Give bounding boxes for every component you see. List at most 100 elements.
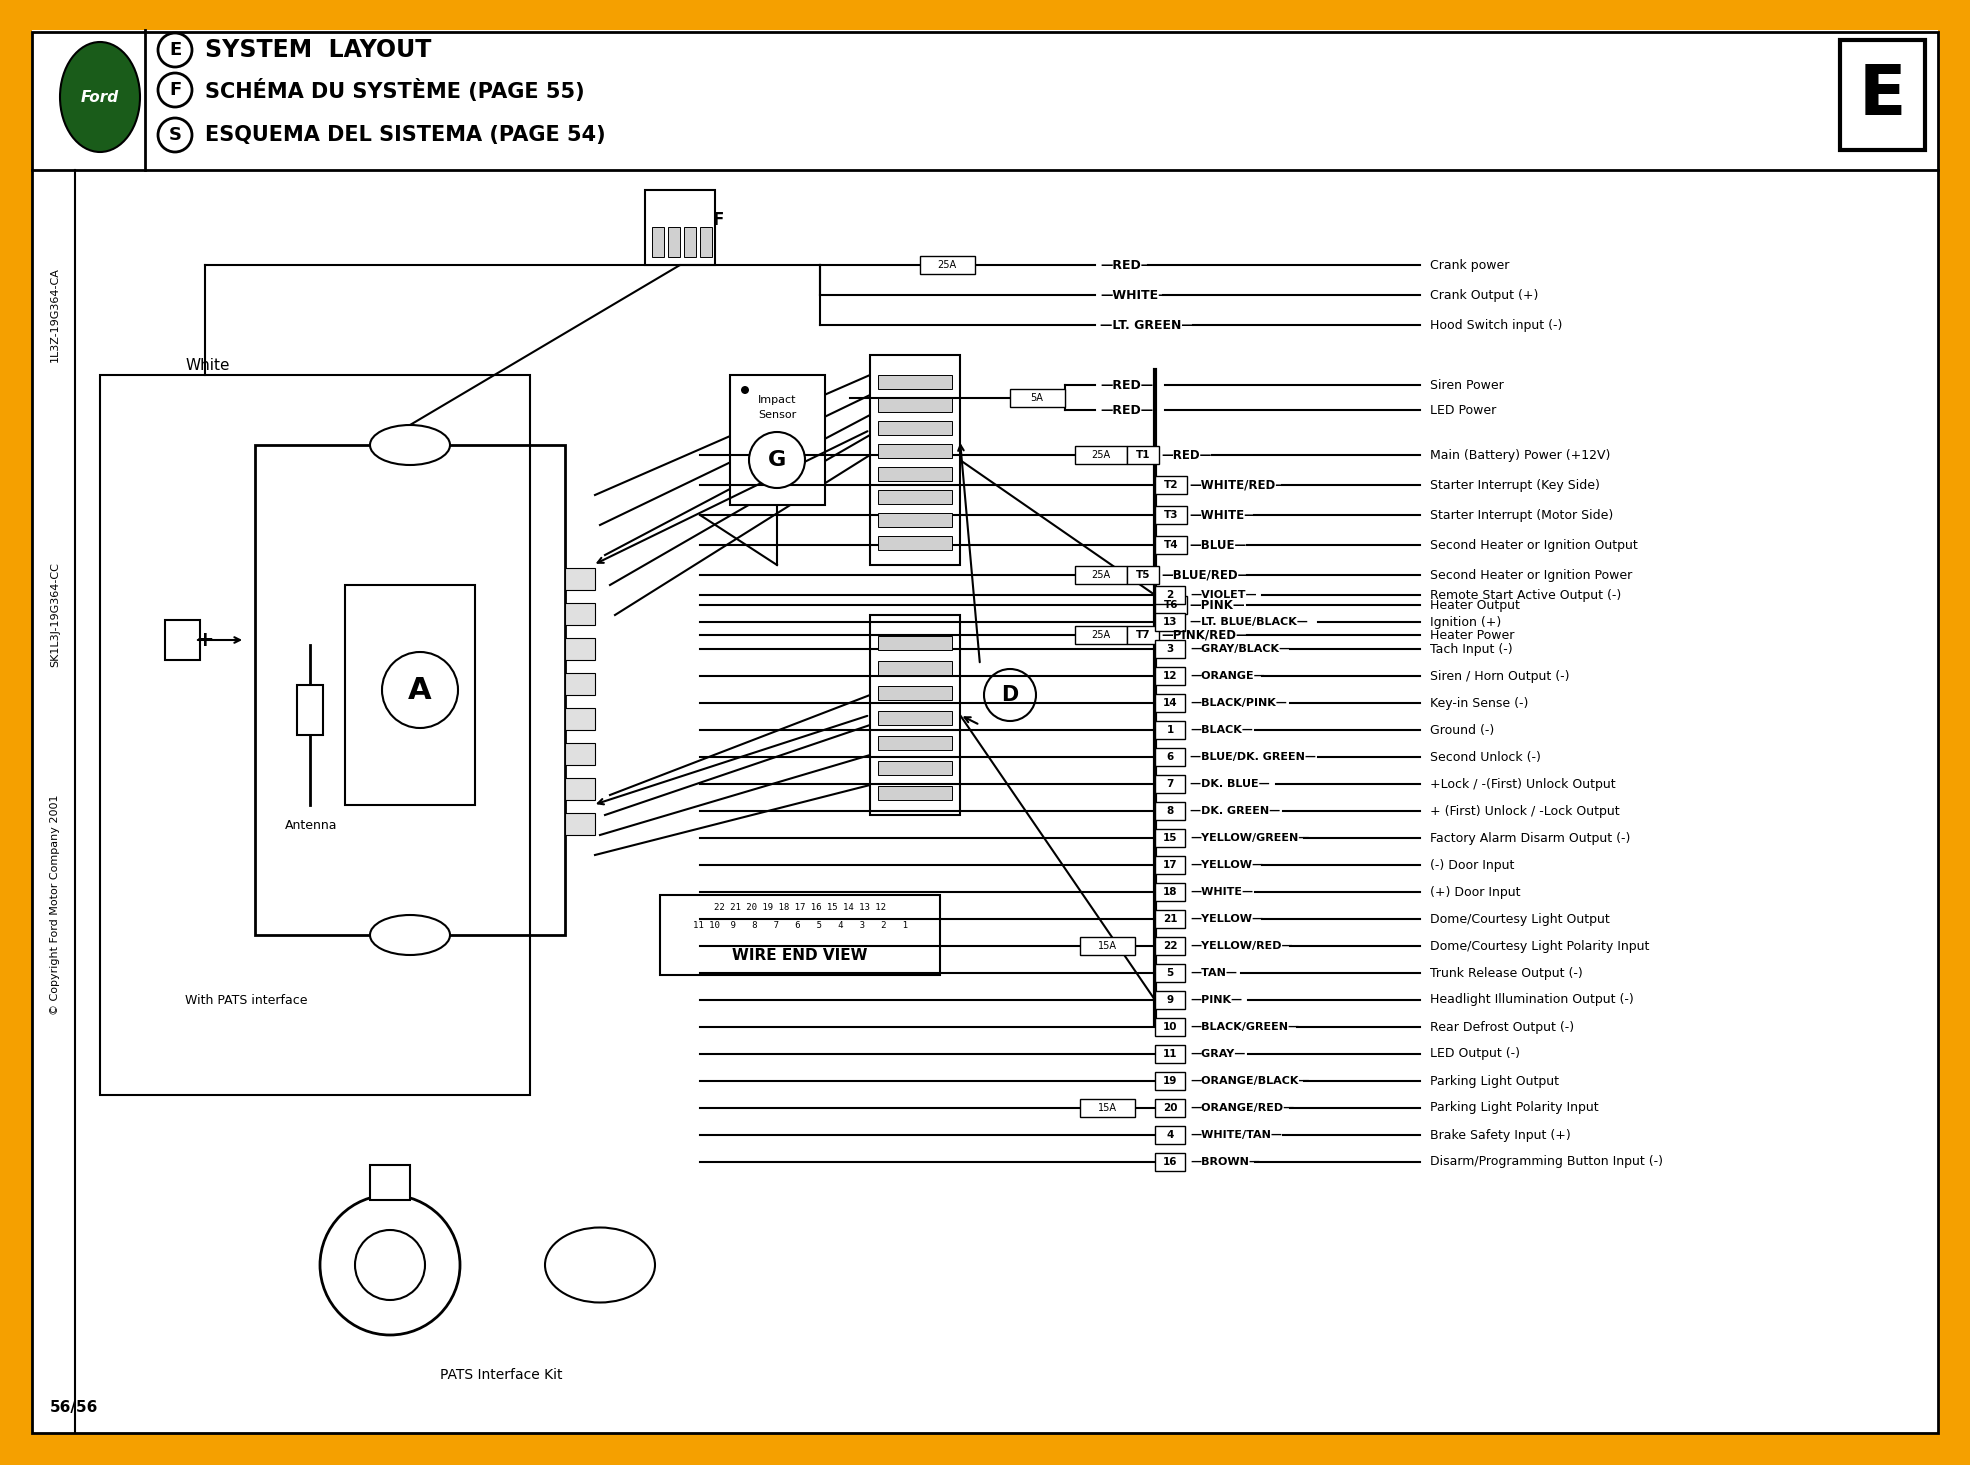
Bar	[565, 637, 595, 661]
Text: —RED—: —RED—	[1099, 258, 1152, 271]
Circle shape	[158, 73, 191, 107]
Bar	[297, 686, 323, 735]
Circle shape	[319, 1195, 461, 1335]
Text: 11 10  9   8   7   6   5   4   3   2   1: 11 10 9 8 7 6 5 4 3 2 1	[693, 920, 908, 929]
Text: —PINK/RED—: —PINK/RED—	[1160, 628, 1247, 642]
Text: —TAN—: —TAN—	[1190, 968, 1237, 979]
Text: White: White	[185, 357, 229, 372]
Text: 11: 11	[1162, 1049, 1178, 1059]
Bar	[1154, 749, 1186, 766]
Bar	[1154, 964, 1186, 982]
Text: 14: 14	[1162, 697, 1178, 708]
Bar	[871, 355, 959, 565]
Text: —WHITE/RED—: —WHITE/RED—	[1190, 479, 1286, 491]
Circle shape	[355, 1231, 426, 1299]
Bar	[1154, 938, 1186, 955]
Text: 21: 21	[1162, 914, 1178, 924]
Text: —RED—: —RED—	[1099, 378, 1152, 391]
Bar	[1154, 1018, 1186, 1036]
Text: T2: T2	[1164, 481, 1178, 489]
Text: Tach Input (-): Tach Input (-)	[1430, 643, 1513, 655]
Bar	[879, 760, 952, 775]
Bar	[254, 445, 565, 935]
Text: Crank power: Crank power	[1430, 258, 1509, 271]
Text: Second Heater or Ignition Power: Second Heater or Ignition Power	[1430, 568, 1633, 582]
Bar	[1154, 612, 1186, 631]
Bar	[1154, 856, 1186, 875]
Text: —WHITE—: —WHITE—	[1099, 289, 1170, 302]
Text: +Lock / -(First) Unlock Output: +Lock / -(First) Unlock Output	[1430, 778, 1615, 791]
Bar	[1154, 990, 1186, 1009]
Bar	[1154, 694, 1186, 712]
Text: Starter Interrupt (Motor Side): Starter Interrupt (Motor Side)	[1430, 508, 1613, 522]
Bar	[1938, 0, 1970, 1465]
Text: Disarm/Programming Button Input (-): Disarm/Programming Button Input (-)	[1430, 1156, 1663, 1169]
Text: T1: T1	[1137, 450, 1150, 460]
Text: —ORANGE—: —ORANGE—	[1190, 671, 1265, 681]
Bar	[370, 1165, 410, 1200]
Text: Ignition (+): Ignition (+)	[1430, 615, 1501, 628]
Bar	[684, 227, 695, 256]
Text: —WHITE/TAN—: —WHITE/TAN—	[1190, 1130, 1282, 1140]
Text: Siren / Horn Output (-): Siren / Horn Output (-)	[1430, 670, 1570, 683]
Bar	[1011, 390, 1066, 407]
Text: —BLACK/PINK—: —BLACK/PINK—	[1190, 697, 1286, 708]
Text: 56/56: 56/56	[49, 1401, 98, 1415]
Bar	[1076, 565, 1127, 585]
Text: 10: 10	[1162, 1023, 1178, 1031]
Text: 19: 19	[1162, 1075, 1178, 1086]
Circle shape	[741, 385, 749, 394]
Bar	[565, 568, 595, 590]
Text: T4: T4	[1164, 541, 1178, 549]
Text: —BLUE—: —BLUE—	[1190, 539, 1247, 551]
Text: Trunk Release Output (-): Trunk Release Output (-)	[1430, 967, 1582, 980]
Circle shape	[158, 34, 191, 67]
Bar	[1154, 775, 1186, 793]
Text: LED Output (-): LED Output (-)	[1430, 1047, 1521, 1061]
Bar	[565, 604, 595, 626]
Text: Dome/Courtesy Light Polarity Input: Dome/Courtesy Light Polarity Input	[1430, 939, 1649, 952]
Bar	[699, 227, 711, 256]
Text: 15A: 15A	[1097, 941, 1117, 951]
Text: + (First) Unlock / -Lock Output: + (First) Unlock / -Lock Output	[1430, 804, 1619, 817]
Text: —BLUE/DK. GREEN—: —BLUE/DK. GREEN—	[1190, 752, 1316, 762]
Bar	[1127, 626, 1158, 645]
Bar	[1154, 1045, 1186, 1064]
Text: —ORANGE/RED—: —ORANGE/RED—	[1190, 1103, 1294, 1113]
Bar	[879, 787, 952, 800]
Text: Antenna: Antenna	[286, 819, 337, 832]
Text: Crank Output (+): Crank Output (+)	[1430, 289, 1539, 302]
Bar	[1154, 1127, 1186, 1144]
Text: Parking Light Output: Parking Light Output	[1430, 1074, 1558, 1087]
Bar	[644, 190, 715, 265]
Text: S: S	[169, 126, 181, 144]
Text: 20: 20	[1162, 1103, 1178, 1113]
Text: Main (Battery) Power (+12V): Main (Battery) Power (+12V)	[1430, 448, 1609, 461]
Bar	[0, 1433, 1970, 1465]
Text: 1L3Z-19G364-CA: 1L3Z-19G364-CA	[49, 268, 59, 362]
Text: 15A: 15A	[1097, 1103, 1117, 1113]
Bar	[0, 0, 32, 1465]
Bar	[565, 743, 595, 765]
Bar	[660, 895, 940, 976]
Text: Siren Power: Siren Power	[1430, 378, 1503, 391]
Circle shape	[749, 432, 806, 488]
Text: 16: 16	[1162, 1157, 1178, 1168]
Bar	[1076, 445, 1127, 464]
Text: © Copyright Ford Motor Company 2001: © Copyright Ford Motor Company 2001	[49, 794, 59, 1015]
Text: —BLACK/GREEN—: —BLACK/GREEN—	[1190, 1023, 1298, 1031]
Bar	[879, 420, 952, 435]
Text: Rear Defrost Output (-): Rear Defrost Output (-)	[1430, 1021, 1574, 1033]
Bar	[1154, 829, 1186, 847]
Bar	[1154, 667, 1186, 686]
Bar	[1154, 596, 1188, 614]
Text: 1: 1	[1166, 725, 1174, 735]
Text: +: +	[195, 630, 215, 650]
Text: PATS Interface Kit: PATS Interface Kit	[439, 1368, 563, 1381]
Text: —BROWN—: —BROWN—	[1190, 1157, 1261, 1168]
Text: T6: T6	[1164, 601, 1178, 609]
Text: —PINK—: —PINK—	[1190, 995, 1243, 1005]
Text: Sensor: Sensor	[758, 410, 796, 420]
Text: SYSTEM  LAYOUT: SYSTEM LAYOUT	[205, 38, 431, 62]
Bar	[565, 813, 595, 835]
